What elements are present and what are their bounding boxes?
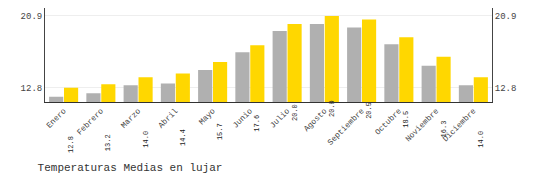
svg-text:15.7: 15.7: [216, 123, 224, 140]
svg-text:14.4: 14.4: [179, 129, 187, 146]
svg-text:20.9: 20.9: [21, 12, 43, 22]
svg-text:Septiembre: Septiembre: [326, 106, 366, 146]
svg-text:20.5: 20.5: [365, 102, 373, 119]
svg-text:Marzo: Marzo: [119, 106, 142, 129]
svg-text:Octubre: Octubre: [373, 106, 403, 136]
svg-text:Junio: Junio: [231, 106, 254, 129]
svg-text:12.8: 12.8: [67, 136, 75, 153]
svg-text:16.3: 16.3: [440, 121, 448, 138]
svg-text:18.5: 18.5: [402, 111, 410, 128]
svg-text:Febrero: Febrero: [75, 106, 105, 136]
svg-text:20.9: 20.9: [495, 12, 517, 22]
svg-text:Temperaturas Medias en lujar: Temperaturas Medias en lujar: [38, 162, 223, 174]
svg-text:13.2: 13.2: [104, 134, 112, 151]
svg-text:20.9: 20.9: [328, 100, 336, 117]
svg-text:17.6: 17.6: [253, 115, 261, 132]
svg-text:14.0: 14.0: [477, 131, 485, 148]
svg-text:Julio: Julio: [268, 106, 291, 129]
svg-text:Mayo: Mayo: [197, 106, 217, 126]
svg-text:Abril: Abril: [156, 106, 179, 129]
svg-text:Enero: Enero: [45, 106, 68, 129]
svg-text:14.0: 14.0: [142, 131, 150, 148]
svg-text:20.0: 20.0: [291, 104, 299, 121]
svg-text:Diciembre: Diciembre: [441, 106, 478, 143]
svg-text:12.8: 12.8: [495, 84, 517, 94]
svg-text:Noviembre: Noviembre: [403, 106, 440, 143]
svg-text:12.8: 12.8: [21, 84, 43, 94]
svg-text:Agosto: Agosto: [302, 106, 329, 133]
